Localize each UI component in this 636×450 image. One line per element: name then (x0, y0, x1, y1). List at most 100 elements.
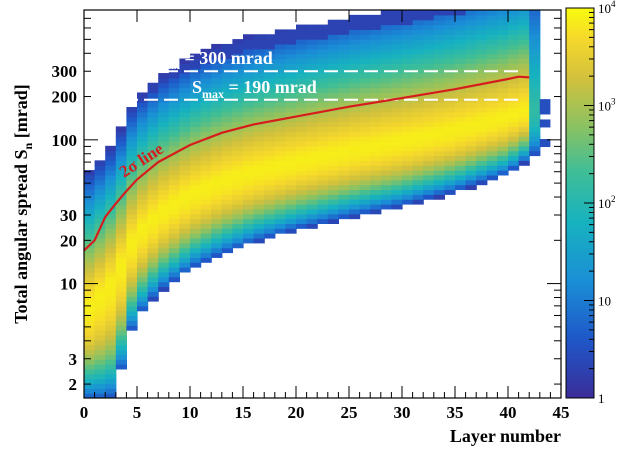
heat-cell (211, 223, 223, 229)
heat-cell (147, 213, 159, 220)
heat-cell (529, 58, 541, 64)
heat-cell (105, 296, 117, 302)
heat-cell (327, 155, 339, 161)
heat-cell (137, 301, 149, 307)
heat-cell (264, 199, 276, 205)
heat-cell (274, 43, 286, 50)
heat-cell (137, 247, 149, 254)
heat-cell (359, 43, 371, 50)
heat-cell (211, 145, 223, 152)
heat-cell (221, 53, 233, 60)
heat-cell (465, 34, 477, 40)
heat-cell (349, 174, 361, 181)
heat-cell (243, 199, 255, 205)
heat-cell (158, 136, 170, 142)
heat-cell (296, 29, 308, 35)
heat-cell (84, 339, 96, 346)
heat-cell (158, 257, 170, 263)
heat-cell (412, 140, 424, 147)
heat-cell (518, 29, 530, 35)
heat-cell (359, 58, 371, 64)
colorbar-tick-label: 10 (598, 294, 611, 309)
heat-cell (380, 92, 392, 98)
heat-cell (158, 252, 170, 258)
heat-cell (529, 121, 541, 127)
heat-cell (253, 150, 265, 157)
heat-cell (497, 14, 509, 21)
heat-cell (327, 34, 339, 40)
heat-cell (221, 155, 233, 161)
heat-cell (338, 121, 350, 127)
heat-cell (232, 165, 244, 171)
heat-cell (529, 68, 541, 74)
heat-cell (94, 160, 106, 166)
heat-cell (338, 204, 350, 210)
heat-cell (168, 252, 180, 258)
heat-cell (444, 92, 456, 98)
heat-cell (317, 165, 329, 171)
heat-cell (137, 140, 149, 147)
heat-cell (433, 10, 445, 16)
heat-cell (465, 43, 477, 50)
heat-cell (232, 223, 244, 229)
heat-cell (338, 199, 350, 205)
heat-cell (349, 165, 361, 171)
heat-cell (253, 34, 265, 40)
heat-cell (232, 111, 244, 118)
heat-cell (465, 184, 477, 191)
x-tick-label: 0 (80, 403, 89, 422)
heat-cell (486, 24, 498, 30)
heat-cell (285, 174, 297, 181)
heat-cell (476, 58, 488, 64)
heat-cell (264, 155, 276, 161)
heat-cell (391, 24, 403, 30)
heat-cell (200, 116, 212, 123)
heat-cell (338, 111, 350, 118)
heat-cell (359, 63, 371, 69)
heat-cell (105, 320, 117, 326)
heat-cell (137, 107, 149, 113)
x-tick-label: 10 (182, 403, 199, 422)
heat-cell (211, 204, 223, 210)
heat-cell (317, 213, 329, 220)
heat-cell (94, 281, 106, 288)
heat-cell (508, 150, 520, 157)
heat-cell (179, 140, 191, 147)
heat-cell (327, 82, 339, 89)
heat-cell (285, 204, 297, 210)
heat-cell (84, 233, 96, 239)
heat-cell (508, 39, 520, 45)
heat-cell (380, 63, 392, 69)
heat-cell (433, 82, 445, 89)
heat-cell (211, 121, 223, 127)
heat-cell (158, 87, 170, 94)
heat-cell (423, 53, 435, 60)
heat-cell (317, 121, 329, 127)
heat-cell (84, 388, 96, 394)
heat-cell (285, 63, 297, 69)
heat-cell (126, 155, 138, 161)
heat-cell (115, 310, 127, 317)
heat-cell (327, 77, 339, 84)
heat-cell (380, 150, 392, 157)
heat-cell (508, 58, 520, 64)
heat-cell (476, 24, 488, 30)
heat-cell (147, 296, 159, 302)
heat-cell (126, 165, 138, 171)
heat-cell (158, 92, 170, 98)
heat-cell (402, 77, 414, 84)
heat-cell (370, 140, 382, 147)
heat-cell (200, 140, 212, 147)
heat-cell (221, 218, 233, 224)
heat-cell (486, 116, 498, 123)
heat-cell (529, 87, 541, 94)
heat-cell (168, 102, 180, 108)
heat-cell (306, 170, 318, 176)
heat-cell (317, 82, 329, 89)
heat-cell (147, 121, 159, 127)
heat-cell (370, 39, 382, 45)
heat-cell (168, 237, 180, 244)
heat-cell (327, 58, 339, 64)
heat-cell (338, 165, 350, 171)
